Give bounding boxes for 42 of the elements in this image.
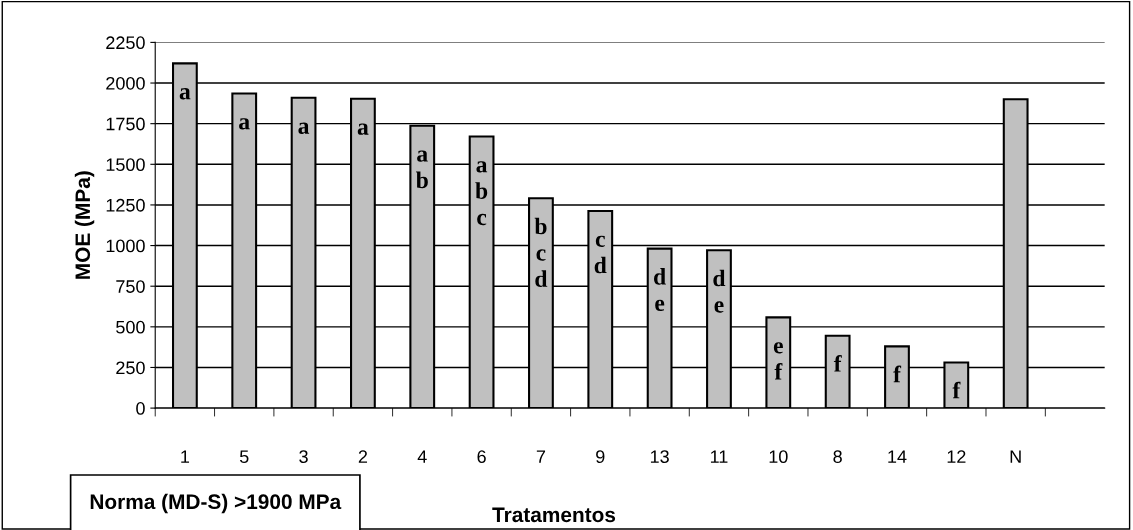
data-label: e f — [773, 342, 783, 380]
y-tick-label: 500 — [116, 320, 145, 334]
x-tick-label: 12 — [947, 450, 966, 463]
y-tick-label: 0 — [136, 402, 145, 415]
data-label: a — [357, 123, 369, 135]
y-tick-label: 2250 — [106, 36, 145, 50]
data-label: d e — [654, 268, 666, 312]
data-label: a — [298, 122, 310, 134]
y-axis-title: MOE (MPa) — [74, 171, 95, 279]
data-label: a — [179, 88, 191, 100]
data-label: a b — [415, 150, 428, 189]
x-tick-label: 10 — [769, 450, 788, 464]
x-tick-label: 11 — [710, 450, 728, 463]
x-tick-label: 4 — [417, 450, 427, 463]
x-tick-label: N — [1010, 450, 1021, 463]
data-label: f — [833, 354, 842, 372]
y-tick-label: 1500 — [106, 158, 145, 172]
x-tick-label: 1 — [181, 450, 190, 463]
x-tick-label: 3 — [299, 450, 308, 464]
y-tick-label: 1750 — [106, 117, 145, 131]
x-tick-label: 2 — [358, 450, 368, 463]
y-tick-label: 1250 — [106, 198, 145, 212]
data-label: c d — [594, 235, 607, 274]
x-tick-label: 5 — [239, 450, 249, 464]
data-label: f — [952, 381, 961, 399]
y-tick-label: 250 — [116, 361, 145, 375]
x-tick-label: 7 — [536, 450, 546, 463]
x-tick-label: 14 — [888, 450, 907, 463]
y-tick-label: 750 — [116, 280, 145, 293]
x-tick-label: 6 — [477, 450, 486, 464]
data-label: a b c — [475, 161, 488, 226]
x-tick-label: 13 — [650, 450, 669, 464]
x-tick-label: 8 — [833, 450, 842, 464]
x-tick-label: 9 — [596, 450, 605, 464]
x-axis-title: Tratamentos — [492, 507, 616, 523]
y-tick-label: 1000 — [106, 239, 145, 253]
text: Norma (MD-S) >1900 MPa — [90, 493, 342, 514]
data-label: f — [893, 365, 902, 383]
data-label: d e — [713, 269, 726, 313]
y-tick-label: 2000 — [106, 76, 145, 90]
data-label: b c d — [534, 217, 548, 287]
data-label: a — [239, 118, 250, 130]
